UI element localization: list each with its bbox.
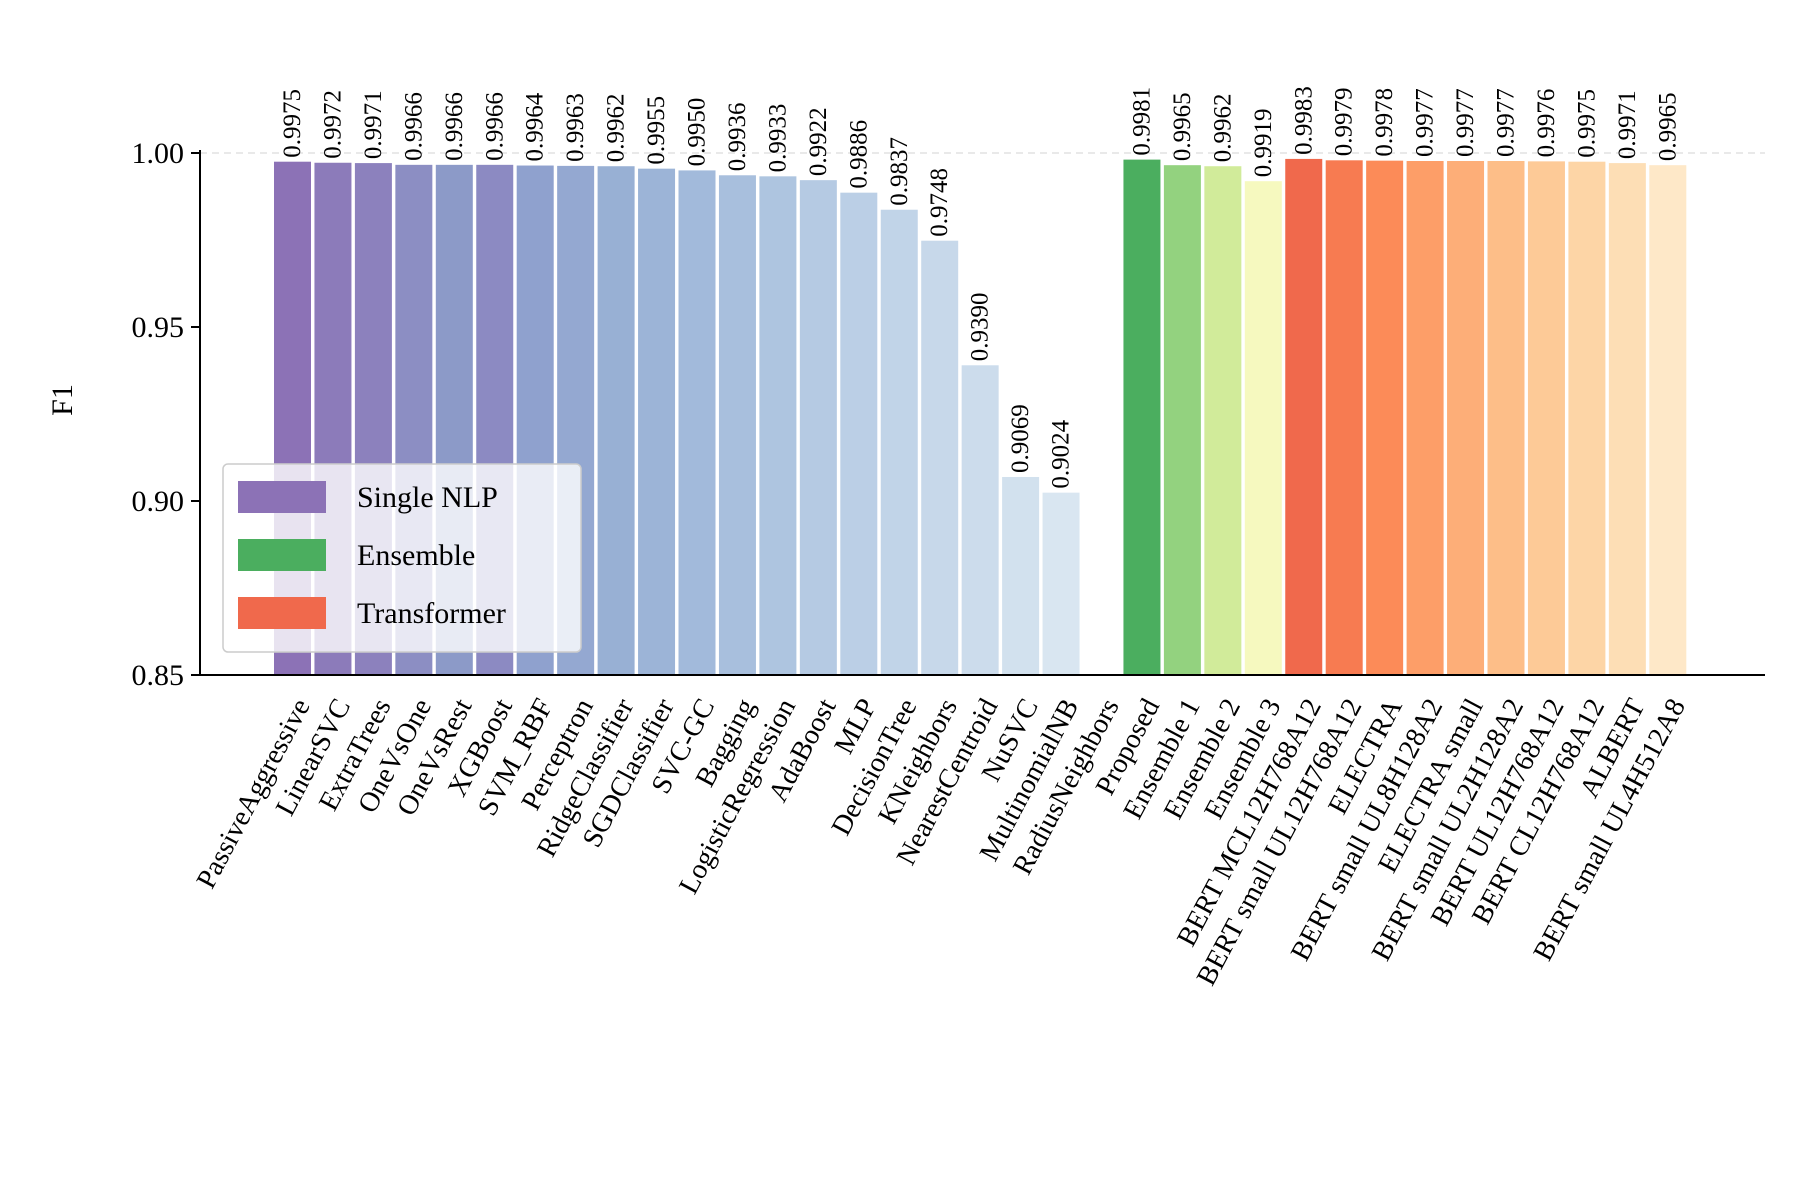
bar <box>840 192 878 675</box>
y-tick-label: 1.00 <box>132 137 185 170</box>
data-label: 0.9955 <box>643 96 670 165</box>
data-label: 0.9837 <box>886 137 913 206</box>
bar <box>759 176 797 676</box>
y-tick-label: 0.85 <box>132 659 185 692</box>
data-label: 0.9975 <box>1573 89 1600 158</box>
y-tick-label: 0.95 <box>132 311 185 344</box>
data-label: 0.9977 <box>1493 88 1520 157</box>
data-label: 0.9972 <box>319 90 346 159</box>
data-label: 0.9978 <box>1371 88 1398 157</box>
data-label: 0.9981 <box>1128 87 1155 156</box>
category-labels: PassiveAggressiveLinearSVCExtraTreesOneV… <box>191 693 1692 991</box>
data-label: 0.9390 <box>967 293 994 362</box>
bar <box>597 166 635 675</box>
value-labels: 0.9975 0.9972 0.9971 0.9966 0.9966 0.9966 0.99… <box>279 86 1681 488</box>
bar <box>1406 161 1444 675</box>
data-label: 0.9748 <box>926 168 953 237</box>
data-label: 0.9933 <box>764 104 791 173</box>
data-label: 0.9922 <box>805 107 832 176</box>
bar <box>961 365 999 675</box>
bar <box>638 168 676 675</box>
data-label: 0.9966 <box>400 92 427 161</box>
bar <box>678 170 716 675</box>
bar <box>1204 166 1242 675</box>
data-label: 0.9964 <box>522 92 549 161</box>
legend-label: Ensemble <box>357 539 475 572</box>
bar <box>1527 161 1565 676</box>
bar <box>880 209 918 675</box>
data-label: 0.9971 <box>1614 90 1641 159</box>
legend-label: Single NLP <box>357 481 498 514</box>
data-label: 0.9919 <box>1250 108 1277 177</box>
bar <box>1649 165 1687 675</box>
legend-label: Transformer <box>357 597 506 630</box>
y-axis-label: F1 <box>46 384 79 416</box>
data-label: 0.9024 <box>1048 419 1075 488</box>
legend-swatch <box>238 481 326 513</box>
data-label: 0.9069 <box>1007 404 1034 473</box>
data-label: 0.9975 <box>279 89 306 158</box>
bar <box>1366 160 1404 675</box>
data-label: 0.9979 <box>1331 88 1358 157</box>
bar <box>1568 161 1606 675</box>
bar <box>718 175 756 675</box>
data-label: 0.9965 <box>1169 92 1196 161</box>
data-label: 0.9966 <box>481 92 508 161</box>
bar <box>1608 163 1646 676</box>
data-label: 0.9977 <box>1412 88 1439 157</box>
bar <box>1002 476 1040 675</box>
data-label: 0.9977 <box>1452 88 1479 157</box>
bar <box>1325 160 1363 676</box>
data-label: 0.9963 <box>562 93 589 162</box>
data-label: 0.9966 <box>441 92 468 161</box>
data-label: 0.9886 <box>845 120 872 189</box>
data-label: 0.9976 <box>1533 89 1560 158</box>
data-label: 0.9950 <box>684 98 711 167</box>
data-label: 0.9962 <box>603 93 630 162</box>
bar <box>1244 181 1282 676</box>
bar <box>799 180 837 676</box>
bar <box>921 240 959 676</box>
data-label: 0.9965 <box>1654 92 1681 161</box>
legend: Single NLP Ensemble Transformer <box>222 463 582 653</box>
axes: 0.85 0.90 0.95 1.00 <box>132 137 1765 692</box>
data-label: 0.9962 <box>1209 93 1236 162</box>
bar <box>1123 159 1161 675</box>
data-label: 0.9936 <box>724 103 751 172</box>
bar <box>1447 161 1485 675</box>
legend-swatch <box>238 597 326 629</box>
bar <box>1163 165 1201 675</box>
bar <box>1285 158 1323 675</box>
legend-swatch <box>238 539 326 571</box>
bar <box>1487 161 1525 675</box>
bar <box>1042 492 1080 675</box>
data-label: 0.9983 <box>1290 86 1317 155</box>
data-label: 0.9971 <box>360 90 387 159</box>
y-tick-label: 0.90 <box>132 485 185 518</box>
